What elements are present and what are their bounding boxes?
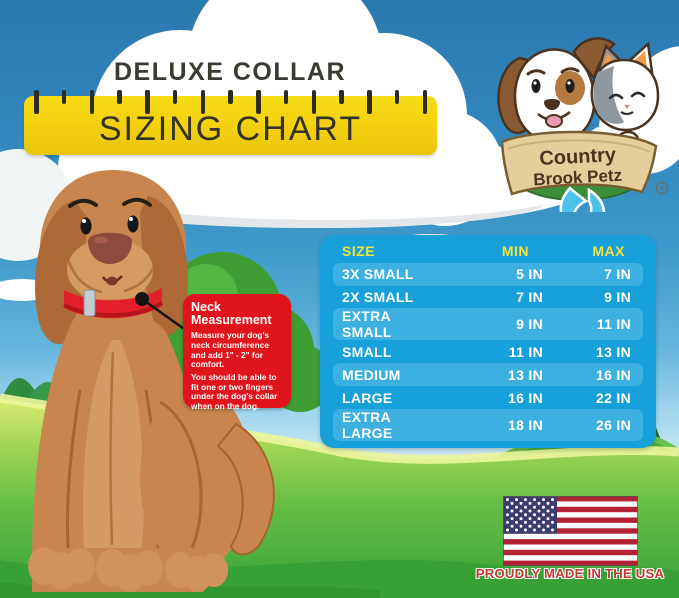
max-cell: 11 IN [596, 316, 631, 333]
header-max: MAX [592, 243, 625, 260]
size-cell: EXTRA LARGE [342, 408, 393, 441]
min-cell: 5 IN [516, 266, 543, 283]
banner-label: SIZING CHART [98, 110, 363, 148]
sizing-table: SIZE MIN MAX 3X SMALL 5 IN 7 IN 2X SMALL 7 I… [320, 235, 656, 448]
size-cell: MEDIUM [342, 366, 401, 383]
min-cell: 11 IN [508, 343, 543, 360]
neck-measurement-callout: Neck Measurement Measure your dog's neck… [183, 294, 291, 411]
size-cell: LARGE [342, 389, 393, 406]
usa-flag-icon [503, 496, 638, 566]
min-cell: 13 IN [508, 366, 543, 383]
ruler-ticks [34, 90, 427, 114]
max-cell: 7 IN [604, 266, 631, 283]
table-row: 3X SMALL 5 IN 7 IN [333, 262, 643, 286]
table-row: LARGE 16 IN 22 IN [333, 386, 643, 409]
svg-text:R: R [659, 186, 664, 193]
registered-mark-icon: R [655, 181, 669, 195]
size-cell: 2X SMALL [342, 289, 414, 306]
logo-banner: Country Brook Petz [500, 130, 658, 196]
table-row: EXTRA LARGE 18 IN 26 IN [333, 408, 643, 441]
min-cell: 9 IN [516, 316, 543, 333]
table-row: MEDIUM 13 IN 16 IN [333, 363, 643, 387]
country-brook-petz-logo: Country Brook Petz R [497, 37, 669, 212]
size-cell: 3X SMALL [342, 266, 414, 283]
size-cell: SMALL [342, 343, 392, 360]
page-title: DELUXE COLLAR [114, 58, 346, 86]
logo-text-line2: Brook Petz [533, 166, 623, 190]
header-size: SIZE [342, 243, 376, 260]
table-row: SMALL 11 IN 13 IN [333, 340, 643, 363]
callout-body: Measure your dog's neck circumference an… [191, 330, 270, 370]
callout-pointer-line [141, 298, 188, 332]
table-row: 2X SMALL 7 IN 9 IN [333, 286, 643, 309]
logo-cat-icon [590, 41, 660, 150]
min-cell: 7 IN [516, 289, 543, 306]
ruler-banner: SIZING CHART [24, 90, 437, 155]
max-cell: 9 IN [604, 289, 631, 306]
table-header-row: SIZE MIN MAX [333, 240, 643, 263]
max-cell: 22 IN [596, 389, 631, 406]
callout-title: Neck Measurement [191, 300, 272, 328]
dog-paws [28, 547, 228, 592]
dog-tail [216, 422, 275, 556]
min-cell: 18 IN [508, 416, 543, 433]
measure-point-dot [135, 292, 149, 306]
header-min: MIN [501, 243, 529, 260]
size-cell: EXTRA SMALL [342, 308, 392, 341]
logo-text-line1: Country [539, 144, 618, 170]
max-cell: 16 IN [596, 366, 631, 383]
collar-buckle [83, 289, 96, 317]
min-cell: 16 IN [508, 389, 543, 406]
max-cell: 13 IN [596, 343, 631, 360]
flag-stars [506, 498, 554, 532]
made-in-usa-caption: PROUDLY MADE IN THE USA [475, 566, 665, 581]
water-swoosh-icon [559, 186, 606, 212]
callout-body: You should be able to fit one or two fin… [191, 372, 278, 412]
table-row: EXTRA SMALL 9 IN 11 IN [333, 308, 643, 341]
max-cell: 26 IN [596, 416, 631, 433]
